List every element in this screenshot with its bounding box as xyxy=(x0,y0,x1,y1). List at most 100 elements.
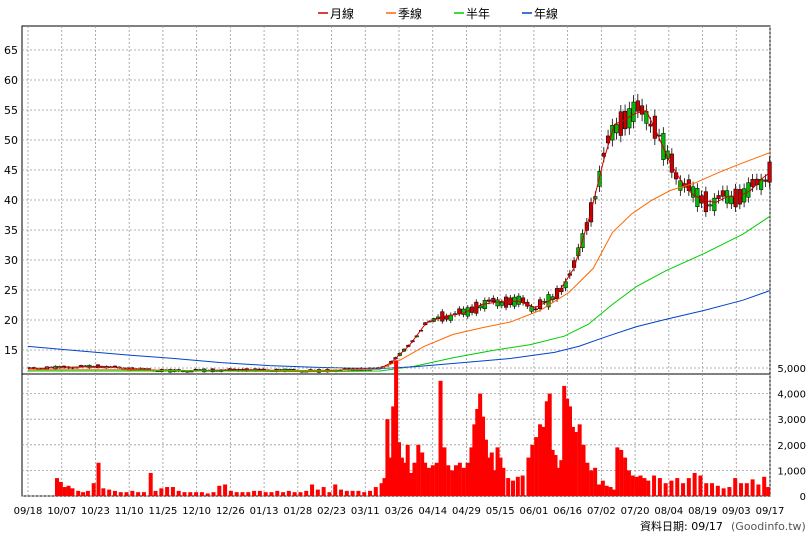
candle-body xyxy=(657,134,662,137)
volume-bar xyxy=(339,489,344,496)
volume-bar xyxy=(275,490,280,496)
x-tick-label: 11/10 xyxy=(115,506,144,517)
candle xyxy=(712,193,717,216)
volume-bar xyxy=(612,489,617,496)
volume-bar xyxy=(373,487,378,496)
candle xyxy=(576,243,581,260)
volume-bar xyxy=(112,490,117,496)
candle xyxy=(503,294,509,311)
candle xyxy=(618,105,623,143)
footer-source: 資料日期: 09/17 xyxy=(640,519,723,533)
candle-body xyxy=(763,179,768,182)
volume-bar xyxy=(315,489,320,496)
volume-bar xyxy=(252,490,257,496)
price-tick-label: 55 xyxy=(4,104,18,117)
candle-body xyxy=(499,302,504,306)
volume-bar xyxy=(141,492,146,496)
x-tick-label: 06/16 xyxy=(553,506,582,517)
volume-bar xyxy=(733,478,738,496)
volume-bar xyxy=(426,467,431,496)
candle-body xyxy=(640,105,645,115)
volume-bar xyxy=(581,444,586,496)
volume-bar xyxy=(469,447,474,496)
volume-bar xyxy=(577,424,582,496)
legend-label: 年線 xyxy=(534,6,558,21)
volume-bar xyxy=(727,487,732,496)
price-tick-label: 60 xyxy=(4,74,18,87)
volume-bars xyxy=(54,360,771,496)
candle xyxy=(703,186,708,217)
x-tick-label: 07/02 xyxy=(587,506,616,517)
volume-bar xyxy=(710,483,715,496)
x-tick-label: 11/25 xyxy=(148,506,177,517)
volume-bar xyxy=(615,447,620,496)
volume-bar xyxy=(657,478,662,496)
x-tick-label: 10/23 xyxy=(81,506,110,517)
volume-bar xyxy=(450,470,455,496)
candle-body xyxy=(648,123,653,127)
volume-bar xyxy=(638,475,643,496)
candle-body xyxy=(691,186,696,198)
x-tick-label: 03/26 xyxy=(385,506,414,517)
x-tick-label: 09/03 xyxy=(722,506,751,517)
volume-bar xyxy=(333,484,338,496)
candle-body xyxy=(742,188,747,203)
volume-bar xyxy=(675,478,680,496)
volume-bar xyxy=(350,490,355,496)
volume-bar xyxy=(85,490,90,496)
volume-bar xyxy=(130,490,135,496)
candle-body xyxy=(457,308,462,314)
candle-body xyxy=(733,188,738,208)
footer-brand: (Goodinfo.tw) xyxy=(731,520,806,533)
candle-body xyxy=(444,315,449,320)
volume-bar xyxy=(81,492,86,496)
volume-bar xyxy=(478,393,483,496)
candle-body xyxy=(631,101,636,122)
volume-bar xyxy=(240,492,245,496)
price-y-axis: 15 20 25 30 35 40 45 50 55 60 65 xyxy=(4,44,18,357)
volume-bar xyxy=(721,488,726,496)
legend-label: 季線 xyxy=(398,6,422,21)
volume-bar xyxy=(544,401,549,496)
volume-tick-label: 0 xyxy=(800,492,806,503)
candle-body xyxy=(503,296,509,308)
candle-body xyxy=(486,299,492,302)
x-tick-label: 12/26 xyxy=(216,506,245,517)
volume-bar xyxy=(550,449,555,496)
volume-bar xyxy=(562,385,567,496)
volume-bar xyxy=(382,478,387,496)
volume-bar xyxy=(385,419,390,496)
volume-bar xyxy=(70,488,75,496)
volume-bar xyxy=(619,449,624,496)
volume-bar xyxy=(534,437,539,496)
volume-bar xyxy=(188,492,193,496)
volume-bar xyxy=(630,475,635,496)
volume-bar xyxy=(170,487,175,496)
price-tick-label: 35 xyxy=(4,224,18,237)
volume-bar xyxy=(402,462,407,496)
x-tick-label: 07/20 xyxy=(621,506,650,517)
volume-bar xyxy=(399,457,404,496)
volume-bar xyxy=(553,455,558,496)
candle-body xyxy=(533,308,538,311)
price-tick-label: 50 xyxy=(4,134,18,147)
volume-bar xyxy=(416,444,421,496)
candle-body xyxy=(678,180,683,191)
candle-body xyxy=(708,204,713,207)
volume-bar xyxy=(298,492,303,496)
volume-bar xyxy=(715,485,720,496)
volume-bar xyxy=(153,490,158,496)
volume-tick-label: 2,000 xyxy=(777,441,806,452)
candle-body xyxy=(652,115,657,139)
volume-bar xyxy=(762,476,767,496)
candle xyxy=(657,128,662,142)
volume-bar xyxy=(681,483,686,496)
volume-bar xyxy=(66,485,71,496)
volume-bar xyxy=(593,467,598,496)
candle-body xyxy=(716,195,721,199)
volume-bar xyxy=(483,439,488,496)
volume-tick-label: 1,000 xyxy=(777,466,806,477)
candle-body xyxy=(495,299,500,307)
volume-bar xyxy=(327,492,332,496)
volume-bar xyxy=(642,478,647,496)
